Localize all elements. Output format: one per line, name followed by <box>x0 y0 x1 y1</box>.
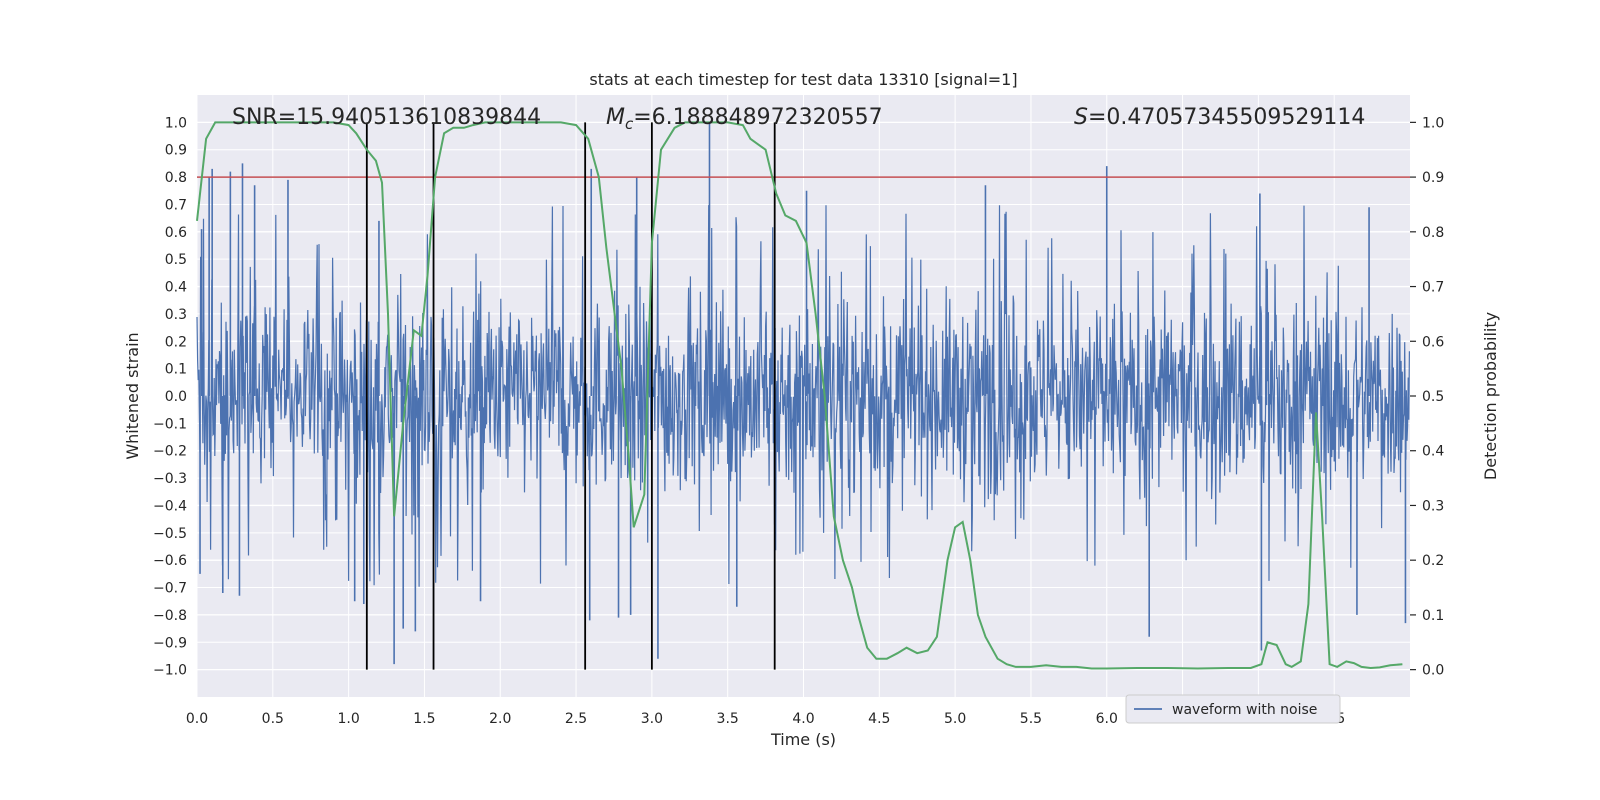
y-left-axis-ticks: 1.0 0.9 0.8 0.7 0.6 0.5 0.4 0.3 0.2 0.1 0.0 −0.1 −0.… <box>153 115 187 678</box>
significance-annotation: S=0.47057345509529114 <box>1074 105 1365 130</box>
chart-title: stats at each timestep for test data 133… <box>589 70 1017 89</box>
y-left-tick-label: −0.1 <box>153 416 187 432</box>
waveform-line <box>196 205 1410 587</box>
probability-layer <box>196 121 1403 670</box>
y-left-tick-label: 0.5 <box>165 252 187 268</box>
y-right-tick-label: 0.9 <box>1422 170 1444 186</box>
x-tick-label: 1.0 <box>337 711 359 727</box>
y-left-tick-label: 0.8 <box>165 170 187 186</box>
vline-layer <box>365 122 776 670</box>
y-left-tick-label: −0.4 <box>153 498 187 514</box>
y-left-tick-label: 0.1 <box>165 362 187 378</box>
y-left-tick-label: 0.2 <box>165 334 187 350</box>
legend-box <box>1125 694 1341 724</box>
y-left-tick-label: 0.6 <box>165 225 187 241</box>
y-right-tick-label: 0.7 <box>1422 280 1444 296</box>
waveform-layer <box>196 122 1410 665</box>
x-tick-label: 6.0 <box>1096 711 1118 727</box>
x-axis-label: Time (s) <box>770 730 836 749</box>
y-right-tick-label: 0.5 <box>1422 389 1444 405</box>
snr-annotation: SNR=15.940513610839844 <box>232 105 541 130</box>
y-left-tick-label: 0.3 <box>165 307 187 323</box>
x-tick-label: 4.5 <box>868 711 890 727</box>
y-left-tick-label: −1.0 <box>153 663 187 679</box>
y-left-tick-label: −0.7 <box>153 581 187 597</box>
y-left-tick-label: 0.4 <box>165 280 187 296</box>
y-right-tick-label: 0.0 <box>1422 663 1444 679</box>
x-tick-label: 0.5 <box>262 711 284 727</box>
y-left-tick-label: −0.5 <box>153 526 187 542</box>
x-tick-label: 1.5 <box>413 711 435 727</box>
y-right-tick-label: 0.3 <box>1422 498 1444 514</box>
y-right-tick-label: 0.6 <box>1422 334 1444 350</box>
y-right-tick-label: 0.2 <box>1422 553 1444 569</box>
y-left-tick-label: −0.3 <box>153 471 187 487</box>
y-left-tick-label: −0.2 <box>153 444 187 460</box>
x-tick-label: 4.0 <box>792 711 814 727</box>
y-left-tick-label: 1.0 <box>165 115 187 131</box>
y-left-tick-label: 0.9 <box>165 143 187 159</box>
chirp-mass-annotation: Mc=6.188848972320557 <box>606 105 883 133</box>
legend: waveform with noise <box>1125 694 1341 724</box>
significance-value: =0.47057345509529114 <box>1088 105 1365 130</box>
x-tick-label: 3.5 <box>717 711 739 727</box>
y-left-axis-label: Whitened strain <box>123 332 142 459</box>
y-right-tick-label: 1.0 <box>1422 115 1444 131</box>
chirp-mass-value: =6.188848972320557 <box>633 105 882 130</box>
x-tick-label: 5.5 <box>1020 711 1042 727</box>
significance-symbol: S <box>1074 105 1088 130</box>
y-left-tick-label: 0.7 <box>165 197 187 213</box>
y-left-tick-label: −0.8 <box>153 608 187 624</box>
y-right-tick-label: 0.8 <box>1422 225 1444 241</box>
chirp-mass-symbol: M <box>606 105 625 130</box>
y-left-tick-label: 0.0 <box>165 389 187 405</box>
y-left-tick-label: −0.6 <box>153 553 187 569</box>
y-right-axis-label: Detection probability <box>1481 312 1500 480</box>
y-right-tick-label: 0.1 <box>1422 608 1444 624</box>
y-right-tick-label: 0.4 <box>1422 444 1444 460</box>
x-tick-label: 2.0 <box>489 711 511 727</box>
detection-probability-line <box>196 121 1403 670</box>
y-left-tick-label: −0.9 <box>153 635 187 651</box>
x-tick-label: 2.5 <box>565 711 587 727</box>
y-right-axis-ticks: 1.0 0.9 0.8 0.7 0.6 0.5 0.4 0.3 0.2 0.1 0.0 <box>1410 115 1444 679</box>
x-tick-label: 0.0 <box>186 711 208 727</box>
chirp-mass-subscript: c <box>625 115 634 133</box>
x-tick-label: 3.0 <box>641 711 663 727</box>
x-tick-label: 5.0 <box>944 711 966 727</box>
legend-label: waveform with noise <box>1172 702 1317 718</box>
